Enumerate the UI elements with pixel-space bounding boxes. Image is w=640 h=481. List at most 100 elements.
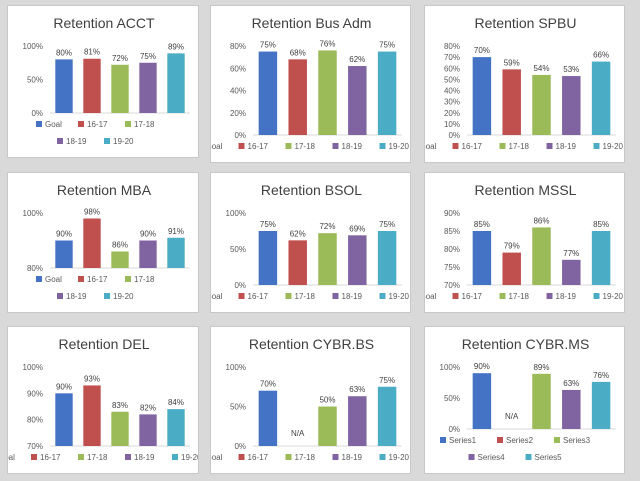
legend-label: 16-17 — [248, 142, 269, 151]
bar-3 — [562, 389, 581, 429]
legend-label: Goal — [8, 453, 15, 462]
data-label: 75% — [260, 220, 276, 229]
y-tick-label: 0% — [234, 131, 246, 140]
bar-1 — [83, 218, 101, 268]
legend-label: 16-17 — [462, 292, 483, 301]
data-label: 90% — [140, 230, 156, 239]
bar-3 — [139, 240, 157, 268]
legend-label: 16-17 — [40, 453, 61, 462]
legend-swatch — [104, 138, 110, 144]
bar-0 — [55, 393, 73, 446]
legend-label: 16-17 — [87, 275, 108, 284]
legend-swatch — [379, 454, 386, 460]
legend-swatch — [379, 143, 386, 149]
data-label: 90% — [474, 362, 490, 371]
data-label: 68% — [290, 48, 306, 57]
legend-label: Series3 — [563, 436, 591, 445]
y-tick-label: 50% — [444, 394, 460, 403]
data-label: 70% — [260, 380, 276, 389]
legend-label: 18-19 — [342, 142, 363, 151]
legend-label: 18-19 — [134, 453, 155, 462]
legend-label: 17-18 — [134, 120, 155, 129]
bar-4 — [591, 61, 611, 136]
legend-swatch — [238, 454, 245, 460]
y-tick-label: 70% — [444, 281, 460, 290]
legend-swatch — [379, 293, 386, 299]
chart-title: Retention DEL — [58, 336, 149, 352]
bar-2 — [111, 64, 129, 113]
bar-1 — [83, 385, 101, 446]
data-label: 93% — [84, 374, 100, 383]
legend-swatch — [36, 121, 42, 127]
legend-label: Goal — [45, 120, 62, 129]
legend-swatch — [332, 143, 339, 149]
data-label: 86% — [533, 216, 549, 225]
chart-svg: Retention CYBR.BS 0% 50% 100% 70% N/A 50% 63% 75… — [211, 336, 410, 462]
legend-label: 19-20 — [603, 142, 624, 151]
legend-label: Series4 — [478, 453, 506, 462]
bar-3 — [348, 66, 367, 135]
y-tick-label: 100% — [226, 363, 246, 372]
bar-2 — [318, 406, 337, 446]
chart-panel-retention-cybr-bs: Retention CYBR.BS 0% 50% 100% 70% N/A 50% 63% 75… — [210, 326, 411, 474]
legend-swatch — [78, 454, 84, 460]
legend-label: 17-18 — [295, 292, 316, 301]
legend-label: 19-20 — [389, 292, 410, 301]
legend-swatch — [172, 454, 178, 460]
data-label: 75% — [140, 52, 156, 61]
legend-swatch — [440, 437, 446, 443]
data-label: 69% — [349, 224, 365, 233]
legend-label: Series1 — [449, 436, 477, 445]
chart-svg: Retention Bus Adm 0% 20% 40% 60% 80% 75% 68% 76%… — [211, 15, 410, 151]
data-label: 89% — [533, 363, 549, 372]
data-label: 76% — [593, 371, 609, 380]
legend-label: 18-19 — [556, 292, 577, 301]
data-label: 90% — [56, 230, 72, 239]
legend-label: 17-18 — [295, 142, 316, 151]
chart-title: Retention MSSL — [475, 182, 577, 198]
y-tick-label: 100% — [23, 363, 43, 372]
y-tick-label: 40% — [230, 87, 246, 96]
legend-label: 17-18 — [509, 292, 530, 301]
data-label: 70% — [474, 46, 490, 55]
bar-0 — [258, 231, 278, 285]
legend-label: 19-20 — [113, 292, 134, 301]
bar-2 — [318, 50, 337, 136]
legend-label: 17-18 — [87, 453, 108, 462]
y-tick-label: 50% — [444, 75, 460, 84]
chart-svg: Retention ACCT 0% 50% 100% 80% 81% 72% 75% 89% Go… — [23, 15, 190, 146]
y-tick-label: 85% — [444, 227, 460, 236]
legend-label: 16-17 — [248, 292, 269, 301]
y-tick-label: 90% — [27, 389, 43, 398]
bar-4 — [377, 231, 397, 285]
legend-label: 18-19 — [342, 292, 363, 301]
chart-title: Retention SPBU — [475, 15, 577, 31]
data-label: 77% — [563, 249, 579, 258]
legend-label: 17-18 — [134, 275, 155, 284]
bar-2 — [318, 233, 337, 285]
legend-swatch — [499, 143, 506, 149]
bar-1 — [288, 59, 307, 135]
legend-swatch — [57, 293, 63, 299]
data-label: 85% — [593, 220, 609, 229]
data-label: 89% — [168, 42, 184, 51]
y-tick-label: 75% — [444, 263, 460, 272]
legend-swatch — [554, 437, 560, 443]
legend-swatch — [452, 143, 459, 149]
legend-swatch — [78, 276, 84, 282]
y-tick-label: 50% — [230, 403, 246, 412]
legend-swatch — [238, 293, 245, 299]
bar-0 — [258, 51, 278, 135]
legend-swatch — [57, 138, 63, 144]
y-tick-label: 0% — [448, 131, 460, 140]
legend-swatch — [36, 276, 42, 282]
data-label: 98% — [84, 208, 100, 217]
legend-label: Goal — [425, 142, 437, 151]
bar-0 — [55, 240, 73, 268]
bar-2 — [111, 251, 129, 268]
legend-swatch — [593, 143, 600, 149]
bar-2 — [532, 74, 551, 135]
y-tick-label: 0% — [448, 425, 460, 434]
legend-label: 19-20 — [603, 292, 624, 301]
legend-swatch — [497, 437, 503, 443]
